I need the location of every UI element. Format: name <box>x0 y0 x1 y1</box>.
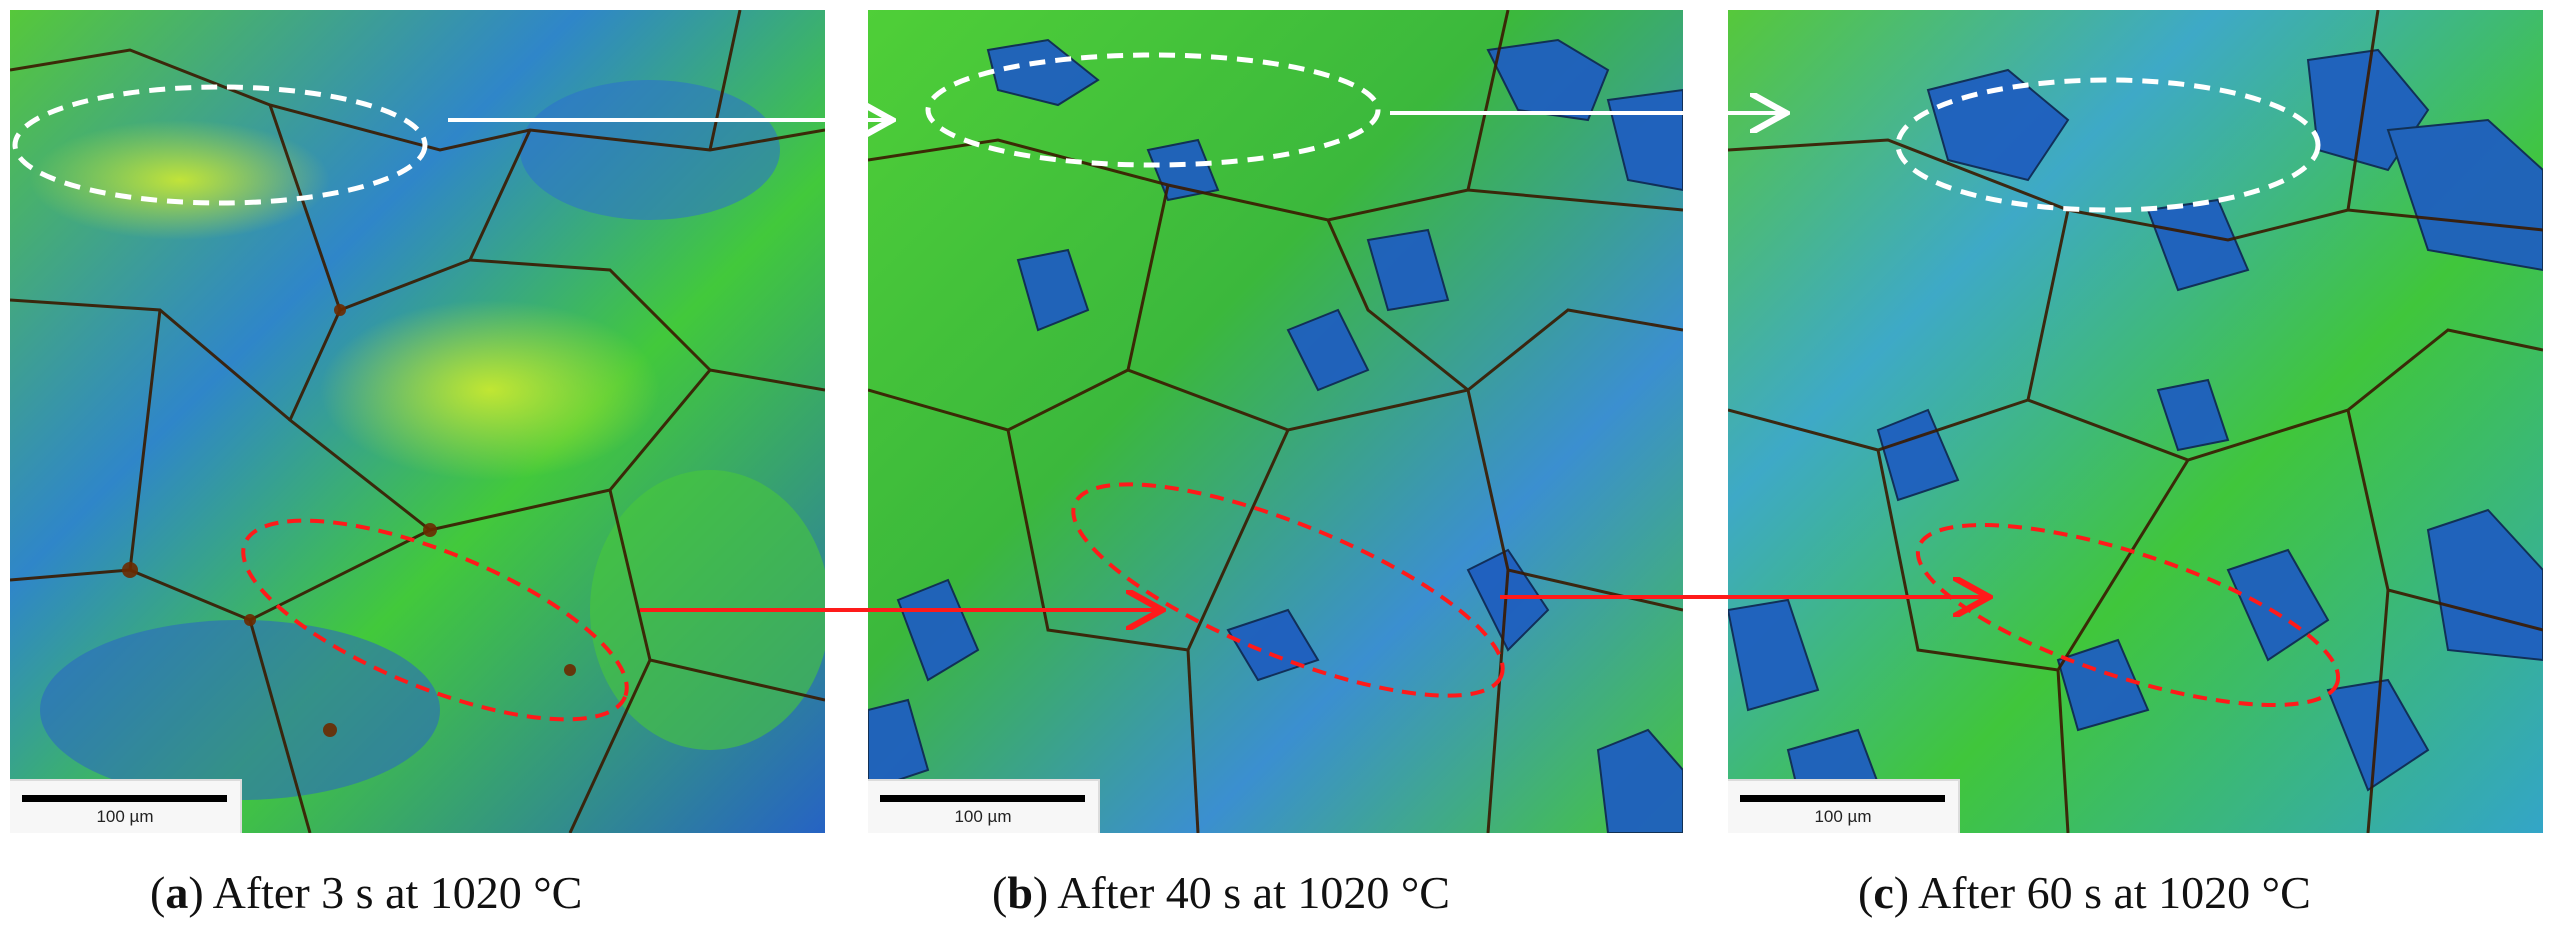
red-highlight-ellipse-c <box>1915 523 2341 707</box>
caption-text-b: After 40 s at 1020 °C <box>1057 867 1450 918</box>
white-highlight-ellipse-b <box>925 52 1381 168</box>
caption-text-c: After 60 s at 1020 °C <box>1918 867 2311 918</box>
white-highlight-ellipse-a <box>12 84 428 206</box>
ebsd-map-b <box>868 10 1683 833</box>
scale-bar-label-a: 100 µm <box>96 807 154 826</box>
scale-bar-c: 100 µm <box>1728 779 1960 833</box>
ebsd-map-c <box>1728 10 2543 833</box>
micrograph-panel-a: 100 µm <box>10 10 825 833</box>
caption-text-a: After 3 s at 1020 °C <box>212 867 583 918</box>
caption-letter-b: b <box>1007 867 1033 918</box>
ebsd-map-a <box>10 10 825 833</box>
caption-b: (b) After 40 s at 1020 °C <box>992 867 1450 918</box>
caption-c: (c) After 60 s at 1020 °C <box>1858 867 2311 918</box>
scale-bar-a: 100 µm <box>10 779 242 833</box>
caption-letter-c: c <box>1873 867 1894 918</box>
scale-bar-label-b: 100 µm <box>954 807 1012 826</box>
caption-a: (a) After 3 s at 1020 °C <box>150 867 583 918</box>
caption-letter-a: a <box>165 867 189 918</box>
micrograph-panel-c: 100 µm <box>1728 10 2543 833</box>
scale-bar-b: 100 µm <box>868 779 1100 833</box>
micrograph-panel-b: 100 µm <box>868 10 1683 833</box>
red-highlight-ellipse-a <box>241 518 629 722</box>
red-highlight-ellipse-b <box>1071 482 1505 698</box>
white-highlight-ellipse-c <box>1895 77 2321 213</box>
scale-bar-label-c: 100 µm <box>1814 807 1872 826</box>
